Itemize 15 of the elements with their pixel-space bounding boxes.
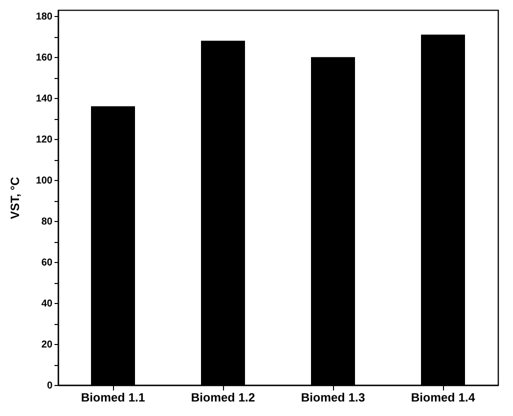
- y-tick-label: 0: [46, 380, 53, 392]
- x-tick-label: Biomed 1.3: [300, 390, 366, 404]
- y-tick-label: 140: [36, 94, 53, 105]
- y-tick-label: 40: [41, 298, 53, 310]
- y-tick-label: 180: [36, 12, 53, 23]
- y-tick-label: 100: [36, 176, 53, 187]
- y-tick-label: 20: [41, 340, 53, 351]
- y-tick-label: 60: [41, 258, 53, 269]
- y-tick-label: 80: [41, 216, 53, 228]
- x-tick-label: Biomed 1.1: [80, 390, 146, 404]
- x-tick-label: Biomed 1.4: [410, 390, 476, 404]
- y-axis-title: VST, °C: [8, 176, 22, 220]
- y-tick-label: 120: [36, 134, 53, 146]
- y-tick-label: 160: [36, 52, 53, 64]
- x-tick-label: Biomed 1.2: [190, 390, 256, 404]
